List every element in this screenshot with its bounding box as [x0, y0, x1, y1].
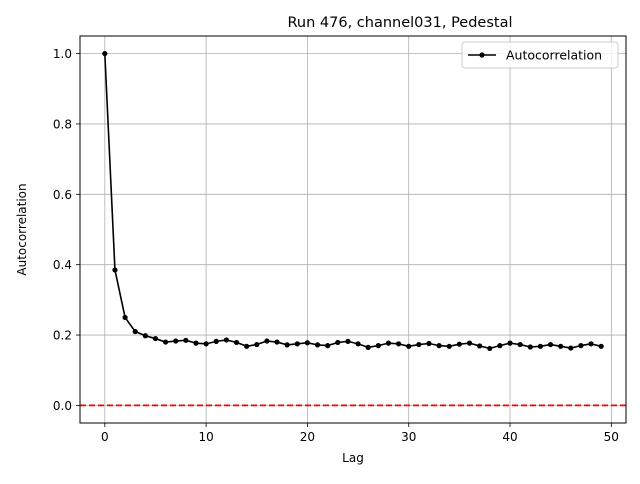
data-point — [355, 341, 361, 347]
data-point — [193, 340, 199, 346]
data-point — [294, 341, 300, 347]
data-point — [254, 341, 260, 348]
x-tick-label: 20 — [300, 430, 315, 444]
data-point — [314, 342, 321, 348]
data-point — [345, 338, 351, 344]
data-point — [416, 341, 422, 348]
data-point — [477, 343, 483, 349]
data-point — [142, 333, 148, 339]
data-point — [102, 50, 108, 57]
plot-frame — [79, 35, 627, 424]
data-point — [264, 338, 270, 344]
data-point — [446, 343, 452, 349]
data-point — [112, 267, 118, 273]
data-point — [223, 337, 229, 343]
axis-ticks: 0 10 20 30 40 50 0.0 0.2 0.4 0.6 0.8 1.0 — [53, 47, 619, 444]
data-point — [466, 340, 473, 346]
data-point — [436, 343, 442, 349]
data-point — [487, 345, 493, 352]
data-point — [598, 343, 604, 349]
data-point — [132, 328, 138, 335]
x-tick-label: 30 — [401, 430, 416, 444]
y-tick-label: 0.4 — [53, 258, 72, 272]
x-tick-label: 10 — [198, 430, 213, 444]
data-point — [588, 341, 594, 347]
data-point — [162, 339, 169, 345]
legend-label: Autocorrelation — [506, 48, 602, 63]
data-point — [517, 341, 523, 348]
series-line — [104, 53, 602, 350]
x-tick-label: 40 — [502, 430, 517, 444]
y-tick-label: 0.0 — [53, 399, 72, 413]
x-axis-label: Lag — [342, 451, 364, 465]
data-point — [537, 343, 544, 349]
data-point — [233, 339, 240, 346]
y-axis-label: Autocorrelation — [15, 183, 29, 275]
legend-marker-sample — [479, 52, 485, 58]
data-point — [578, 343, 584, 349]
data-point — [152, 335, 159, 342]
legend: Autocorrelation — [461, 41, 619, 69]
y-tick-label: 1.0 — [53, 47, 72, 61]
data-point — [274, 339, 280, 345]
y-tick-label: 0.6 — [53, 188, 72, 202]
data-point — [395, 341, 402, 347]
data-point — [244, 343, 250, 349]
data-point — [507, 340, 513, 346]
data-point — [284, 342, 290, 348]
y-tick-label: 0.2 — [53, 329, 72, 343]
legend-box — [461, 41, 619, 69]
data-point — [527, 344, 533, 350]
series-group — [102, 50, 604, 352]
y-tick-label: 0.8 — [53, 117, 72, 131]
data-point — [213, 338, 219, 344]
data-point — [173, 338, 179, 344]
grid-lines — [80, 36, 626, 423]
data-point — [304, 340, 311, 346]
data-point — [375, 343, 381, 349]
chart-title: Run 476, channel031, Pedestal — [287, 15, 512, 31]
data-point — [558, 343, 564, 349]
data-point — [497, 343, 503, 349]
data-point — [385, 340, 392, 346]
data-point — [547, 341, 554, 348]
data-point — [426, 340, 432, 347]
data-point — [122, 314, 128, 321]
data-point — [203, 341, 209, 347]
data-point — [325, 343, 331, 349]
data-point — [406, 343, 412, 349]
x-tick-label: 50 — [604, 430, 619, 444]
data-point — [365, 344, 371, 350]
data-point — [335, 339, 341, 346]
data-point — [456, 341, 462, 347]
data-point — [568, 345, 574, 351]
x-tick-label: 0 — [101, 430, 109, 444]
data-point — [183, 337, 189, 343]
